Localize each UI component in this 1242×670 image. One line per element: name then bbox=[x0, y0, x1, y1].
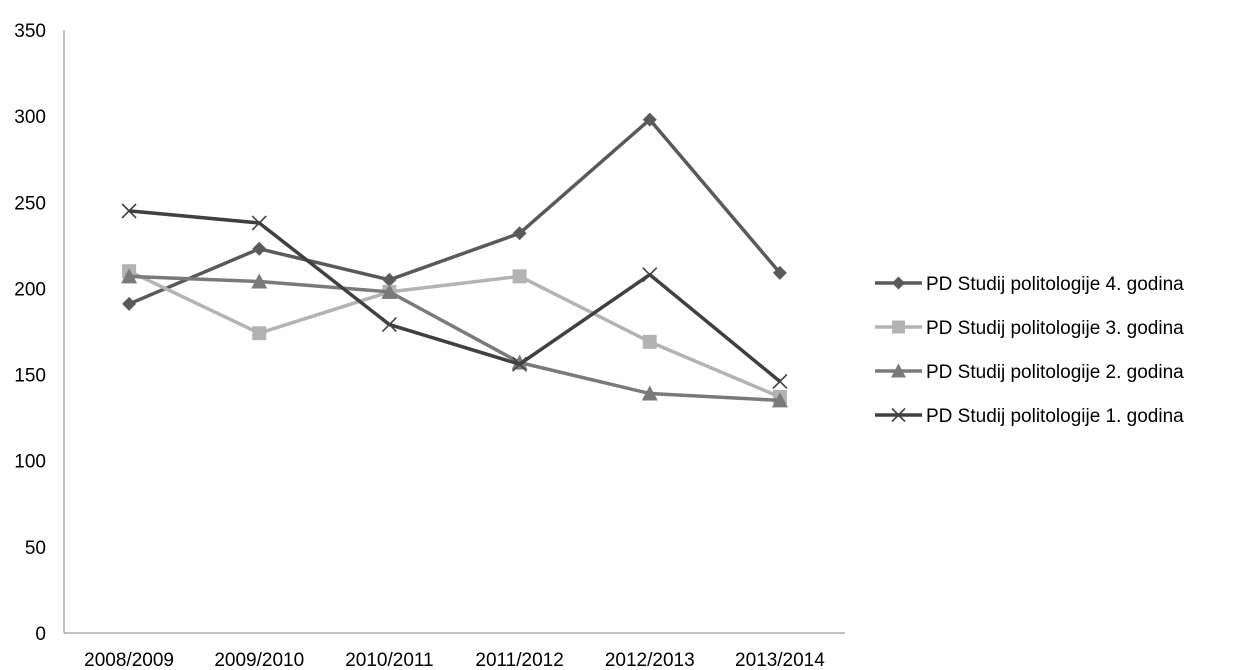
x-tick-label: 2013/2014 bbox=[735, 650, 825, 670]
legend-label: PD Studij politologije 1. godina bbox=[926, 406, 1184, 427]
data-point-triangle bbox=[771, 392, 788, 408]
x-tick-label: 2011/2012 bbox=[475, 650, 563, 670]
data-point-x bbox=[251, 215, 267, 231]
data-point-diamond bbox=[642, 112, 657, 127]
data-point-square bbox=[252, 326, 267, 341]
legend-label: PD Studij politologije 2. godina bbox=[926, 362, 1184, 383]
series-1 bbox=[122, 112, 787, 311]
legend-item: PD Studij politologije 4. godina bbox=[875, 274, 1184, 295]
y-tick-label: 250 bbox=[14, 193, 46, 214]
data-point-diamond bbox=[772, 265, 787, 280]
x-tick-label: 2012/2013 bbox=[605, 650, 695, 670]
x-axis-tick-labels: 2008/2009 2009/2010 2010/2011 2011/2012 2012… bbox=[84, 650, 825, 670]
series-layer bbox=[121, 112, 788, 408]
series-line bbox=[129, 274, 781, 403]
y-tick-label: 300 bbox=[14, 107, 46, 128]
data-point-triangle bbox=[381, 283, 398, 299]
data-point-diamond bbox=[892, 276, 905, 290]
x-tick-label: 2010/2011 bbox=[345, 650, 433, 670]
data-point-diamond bbox=[512, 226, 527, 241]
legend-item: PD Studij politologije 3. godina bbox=[875, 318, 1184, 339]
data-point-diamond bbox=[382, 272, 397, 287]
legend-label: PD Studij politologije 3. godina bbox=[926, 318, 1184, 339]
data-point-triangle bbox=[251, 273, 268, 289]
legend-item: PD Studij politologije 1. godina bbox=[875, 406, 1184, 427]
y-tick-label: 0 bbox=[35, 624, 46, 645]
axes bbox=[63, 30, 845, 634]
data-point-x bbox=[381, 317, 397, 333]
data-point-square bbox=[642, 334, 657, 349]
y-tick-label: 150 bbox=[14, 366, 46, 387]
data-point-triangle bbox=[121, 268, 138, 284]
data-point-triangle bbox=[511, 354, 528, 370]
series-line bbox=[128, 269, 781, 399]
data-point-triangle bbox=[891, 363, 906, 378]
y-tick-label: 200 bbox=[14, 279, 46, 300]
y-tick-label: 100 bbox=[14, 452, 46, 473]
data-point-x bbox=[772, 373, 788, 390]
data-point-diamond bbox=[122, 296, 137, 311]
data-point-x bbox=[891, 407, 906, 423]
legend: PD Studij politologije 4. godina PD Studi… bbox=[875, 274, 1184, 427]
legend-item: PD Studij politologije 2. godina bbox=[875, 362, 1184, 383]
data-point-diamond bbox=[252, 241, 267, 256]
data-point-x bbox=[512, 356, 528, 372]
data-point-x bbox=[642, 267, 658, 283]
data-point-square bbox=[512, 269, 527, 284]
series-line bbox=[128, 209, 782, 383]
x-tick-label: 2009/2010 bbox=[214, 650, 304, 670]
legend-label: PD Studij politologije 4. godina bbox=[926, 274, 1184, 295]
y-tick-label: 50 bbox=[25, 538, 46, 559]
series-line bbox=[128, 117, 782, 306]
y-tick-label: 350 bbox=[14, 21, 46, 42]
series-2 bbox=[122, 264, 787, 404]
data-point-triangle bbox=[641, 385, 658, 401]
series-4 bbox=[121, 203, 788, 390]
data-point-x bbox=[121, 203, 137, 219]
y-axis-tick-labels: 0 50 100 150 200 250 300 350 bbox=[14, 21, 46, 645]
x-tick-label: 2008/2009 bbox=[84, 650, 174, 670]
data-point-square bbox=[892, 320, 905, 334]
series-3 bbox=[121, 268, 788, 408]
